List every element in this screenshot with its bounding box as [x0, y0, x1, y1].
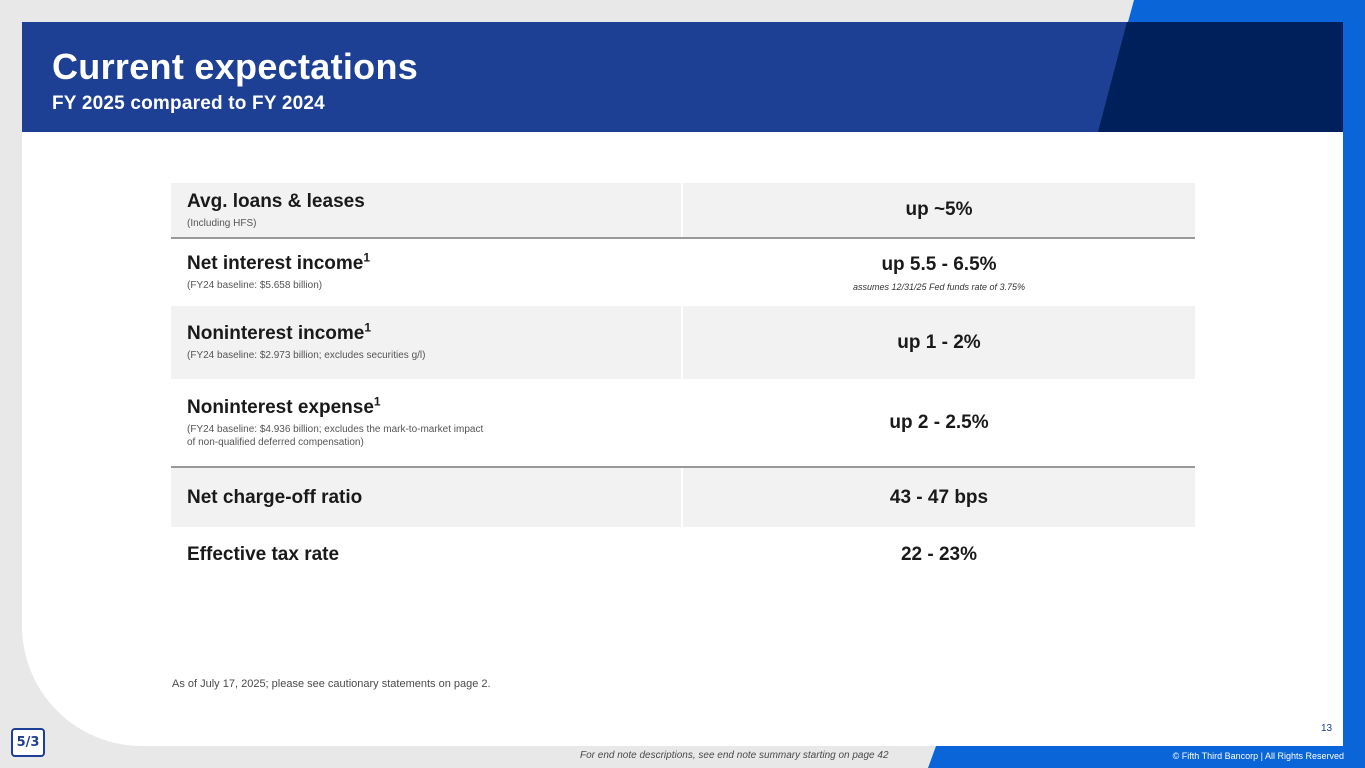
row-value-cell: 43 - 47 bps: [681, 468, 1195, 527]
row-label-cell: Effective tax rate: [171, 527, 681, 583]
table-row: Net charge-off ratio 43 - 47 bps: [171, 468, 1195, 527]
row-value-cell: up 2 - 2.5%: [681, 379, 1195, 466]
row-label-cell: Net interest income1 (FY24 baseline: $5.…: [171, 239, 681, 306]
top-right-accent: [1128, 0, 1365, 22]
page-subtitle: FY 2025 compared to FY 2024: [52, 93, 325, 114]
row-label: Net interest income1: [187, 250, 681, 275]
row-label: Noninterest expense1: [187, 394, 681, 419]
fifth-third-logo: 5/3: [11, 728, 45, 757]
table-row: Noninterest expense1 (FY24 baseline: $4.…: [171, 379, 1195, 468]
cautionary-footnote: As of July 17, 2025; please see cautiona…: [172, 678, 491, 690]
row-note: (FY24 baseline: $5.658 billion): [187, 280, 323, 291]
row-label-text: Noninterest income: [187, 323, 365, 344]
table-row: Noninterest income1 (FY24 baseline: $2.9…: [171, 306, 1195, 379]
row-note: (Including HFS): [187, 217, 257, 229]
row-value: 22 - 23%: [900, 544, 978, 565]
footnote-marker: 1: [363, 250, 371, 265]
expectations-table: Avg. loans & leases (Including HFS) up ~…: [171, 183, 1195, 583]
row-label-cell: Net charge-off ratio: [171, 468, 681, 527]
row-value-cell: up 5.5 - 6.5% assumes 12/31/25 Fed funds…: [681, 239, 1195, 306]
row-value: up 1 - 2%: [897, 331, 981, 353]
row-note-line: (FY24 baseline: $4.936 billion; excludes…: [187, 423, 484, 435]
row-label-cell: Noninterest expense1 (FY24 baseline: $4.…: [171, 379, 681, 466]
row-value: 43 - 47 bps: [889, 486, 989, 508]
copyright-text: © Fifth Third Bancorp | All Rights Reser…: [1172, 751, 1344, 761]
row-value-cell: up 1 - 2%: [681, 306, 1195, 379]
footnote-marker: 1: [364, 320, 372, 335]
row-value-cell: up ~5%: [681, 183, 1195, 237]
copyright-band: [928, 746, 1365, 768]
endnote-reference: For end note descriptions, see end note …: [580, 750, 889, 761]
table-row: Net interest income1 (FY24 baseline: $5.…: [171, 239, 1195, 306]
row-value: up 2 - 2.5%: [889, 411, 989, 433]
page-number: 13: [1321, 723, 1333, 734]
page-title: Current expectations: [52, 46, 419, 87]
row-note: (FY24 baseline: $4.936 billion; excludes…: [187, 423, 681, 449]
row-label: Net charge-off ratio: [187, 486, 363, 508]
row-label-text: Noninterest expense: [187, 396, 374, 418]
row-note-line: of non-qualified deferred compensation): [187, 436, 364, 448]
row-label: Effective tax rate: [187, 544, 340, 565]
row-label-cell: Noninterest income1 (FY24 baseline: $2.9…: [171, 306, 681, 379]
right-accent-stripe: [1343, 0, 1365, 768]
row-label-text: Net interest income: [187, 253, 364, 274]
row-value: up 5.5 - 6.5%: [881, 253, 997, 275]
row-label: Noninterest income1: [187, 320, 681, 345]
row-value: up ~5%: [905, 199, 973, 220]
logo-text: 5/3: [16, 735, 40, 750]
row-value-note: assumes 12/31/25 Fed funds rate of 3.75%: [852, 281, 1026, 292]
row-note: (FY24 baseline: $2.973 billion; excludes…: [187, 350, 426, 361]
table-row: Effective tax rate 22 - 23%: [171, 527, 1195, 583]
slide-card: Current expectations FY 2025 compared to…: [22, 22, 1343, 746]
row-label: Avg. loans & leases: [187, 190, 365, 212]
header-dark-accent: [1098, 22, 1343, 132]
footnote-marker: 1: [373, 394, 381, 409]
row-value-cell: 22 - 23%: [681, 527, 1195, 583]
row-label-cell: Avg. loans & leases (Including HFS): [171, 183, 681, 237]
table-row: Avg. loans & leases (Including HFS) up ~…: [171, 183, 1195, 239]
